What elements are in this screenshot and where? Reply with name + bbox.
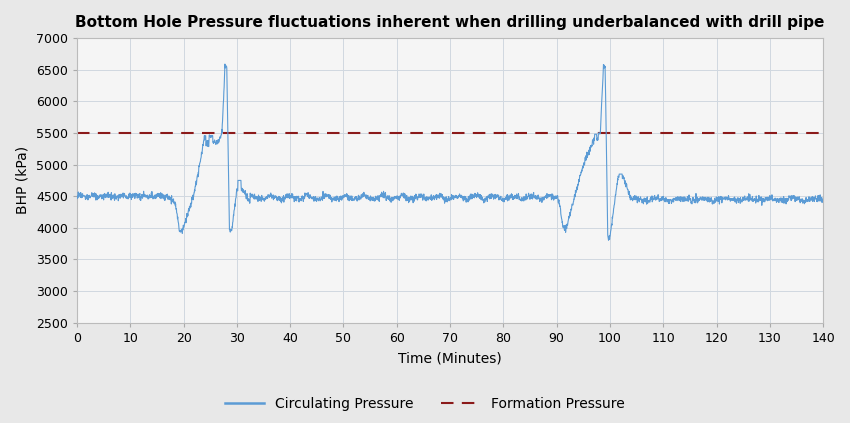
Circulating Pressure	[686, 200, 696, 205]
Formation Pressure	[77, 130, 88, 135]
Line: Circulating Pressure: Circulating Pressure	[77, 64, 823, 240]
Circulating Pressure	[524, 191, 534, 196]
Y-axis label: BHP (kPa): BHP (kPa)	[15, 146, 29, 214]
Formation Pressure	[72, 130, 82, 135]
Circulating Pressure	[604, 238, 614, 243]
Title: Bottom Hole Pressure fluctuations inherent when drilling underbalanced with dril: Bottom Hole Pressure fluctuations inhere…	[76, 15, 824, 30]
Circulating Pressure	[72, 196, 82, 201]
Circulating Pressure	[660, 199, 670, 204]
X-axis label: Time (Minutes): Time (Minutes)	[398, 352, 501, 366]
Circulating Pressure	[813, 198, 824, 203]
Circulating Pressure	[349, 196, 360, 201]
Circulating Pressure	[818, 195, 828, 201]
Legend: Circulating Pressure, Formation Pressure: Circulating Pressure, Formation Pressure	[219, 391, 631, 416]
Circulating Pressure	[409, 195, 419, 201]
Circulating Pressure	[220, 61, 230, 66]
